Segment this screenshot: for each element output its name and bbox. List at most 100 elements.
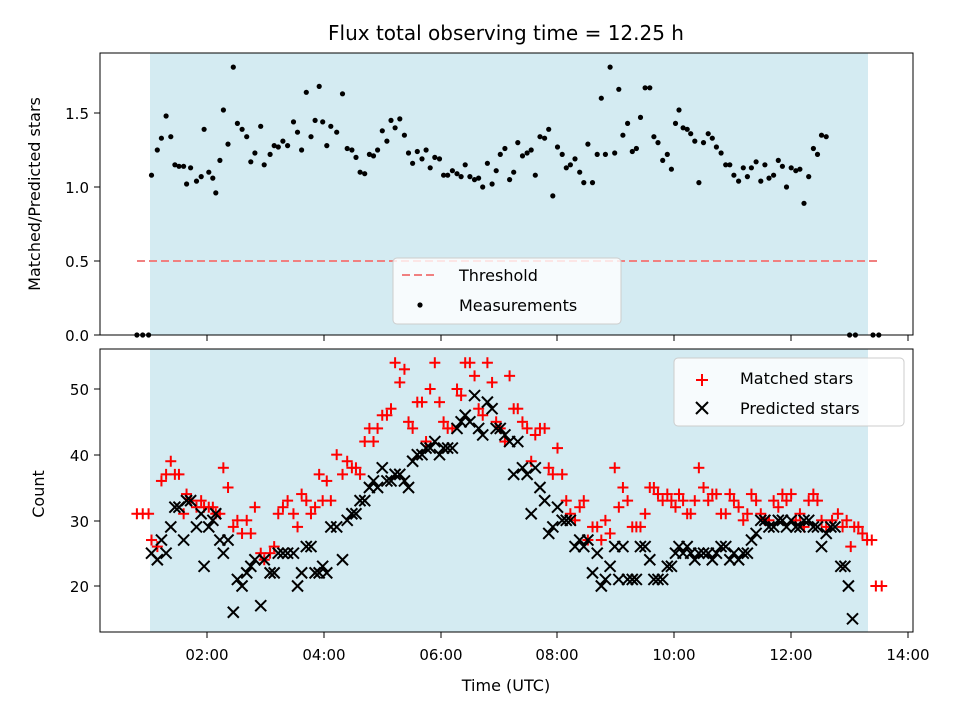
predicted-star-point bbox=[472, 422, 485, 435]
measurement-point bbox=[154, 147, 160, 153]
measurement-point bbox=[217, 157, 223, 163]
measurement-point bbox=[258, 123, 264, 129]
top-measurement-points bbox=[134, 64, 882, 338]
measurement-point bbox=[651, 134, 657, 140]
matched-star-point bbox=[837, 521, 849, 533]
measurement-point bbox=[797, 166, 803, 172]
predicted-star-point bbox=[564, 514, 577, 527]
matched-star-point bbox=[724, 488, 736, 500]
predicted-star-point bbox=[630, 573, 643, 586]
measurement-point bbox=[213, 190, 219, 196]
measurement-point bbox=[158, 135, 164, 141]
measurement-point bbox=[379, 128, 385, 134]
predicted-star-point bbox=[551, 500, 564, 514]
matched-star-point bbox=[876, 580, 888, 592]
bottom-y-ticks: 20 30 40 50 bbox=[70, 381, 100, 596]
matched-star-point bbox=[852, 521, 864, 533]
measurement-point bbox=[271, 143, 277, 149]
matched-star-point bbox=[720, 508, 732, 520]
predicted-star-point bbox=[468, 389, 481, 402]
predicted-star-point bbox=[463, 415, 477, 429]
predicted-star-point bbox=[441, 441, 454, 455]
predicted-star-point bbox=[481, 395, 494, 409]
measurement-point bbox=[168, 134, 174, 140]
matched-star-point bbox=[702, 495, 714, 507]
measurement-point bbox=[201, 126, 207, 132]
measurement-point bbox=[625, 120, 631, 126]
measurement-point bbox=[713, 144, 720, 150]
matched-star-point bbox=[155, 475, 167, 487]
predicted-star-point bbox=[411, 448, 424, 461]
bottom-y-tick-label: 20 bbox=[70, 578, 89, 596]
measurement-point bbox=[647, 85, 653, 91]
matched-star-point bbox=[372, 422, 384, 434]
measurement-point bbox=[362, 171, 368, 177]
measurement-point bbox=[467, 174, 473, 180]
predicted-star-point bbox=[295, 566, 308, 580]
matched-star-point bbox=[195, 495, 207, 507]
predicted-star-point bbox=[393, 468, 406, 481]
measurement-point bbox=[524, 150, 530, 156]
predicted-star-point bbox=[793, 520, 807, 534]
predicted-star-point bbox=[423, 441, 437, 455]
matched-star-point bbox=[710, 488, 722, 500]
matched-star-point bbox=[521, 422, 533, 434]
measurement-point bbox=[620, 132, 626, 138]
predicted-star-point bbox=[762, 520, 776, 534]
measurement-point bbox=[410, 160, 416, 166]
predicted-star-point bbox=[656, 573, 669, 586]
measurement-point bbox=[709, 135, 715, 141]
matched-star-point bbox=[609, 462, 621, 474]
predicted-star-point bbox=[560, 514, 573, 527]
measurement-point bbox=[375, 147, 381, 153]
predicted-star-point bbox=[340, 514, 354, 527]
matched-star-point bbox=[670, 501, 682, 513]
measurement-point bbox=[668, 166, 675, 172]
predicted-star-point bbox=[164, 520, 177, 534]
predicted-star-point bbox=[710, 546, 723, 560]
matched-star-point bbox=[595, 534, 607, 546]
bottom-x-ticks: 02:00 04:00 06:00 08:00 10:00 12:00 14:0… bbox=[185, 632, 930, 664]
matched-star-point bbox=[780, 495, 792, 507]
measurement-point bbox=[727, 162, 733, 168]
predicted-star-point bbox=[494, 422, 507, 435]
top-legend-box bbox=[392, 257, 622, 325]
top-legend: Threshold Measurements bbox=[392, 257, 622, 325]
predicted-star-point bbox=[489, 422, 503, 435]
predicted-star-point bbox=[706, 553, 719, 566]
measurement-point bbox=[705, 131, 711, 137]
predicted-star-point bbox=[433, 448, 446, 461]
measurement-point bbox=[172, 162, 178, 168]
measurement-point bbox=[788, 165, 794, 171]
measurement-point bbox=[423, 147, 429, 153]
measurement-point bbox=[163, 113, 169, 119]
matched-star-point bbox=[165, 455, 177, 467]
predicted-star-point bbox=[697, 546, 710, 560]
matched-star-point bbox=[385, 403, 397, 415]
matched-star-point bbox=[516, 416, 528, 428]
predicted-star-point bbox=[217, 546, 230, 560]
predicted-star-point bbox=[546, 520, 560, 534]
measurement-point bbox=[598, 95, 604, 101]
predicted-star-point bbox=[180, 494, 193, 507]
x-tick-label: 02:00 bbox=[185, 646, 228, 664]
predicted-star-point bbox=[723, 553, 737, 566]
measurement-point bbox=[493, 168, 499, 174]
predicted-star-point bbox=[802, 514, 815, 527]
measurement-point bbox=[577, 169, 583, 175]
predicted-star-point bbox=[741, 546, 754, 560]
measurement-point bbox=[384, 138, 390, 144]
matched-star-point bbox=[241, 514, 253, 526]
top-y-tick-label: 0.0 bbox=[65, 327, 89, 345]
matched-star-point bbox=[227, 521, 239, 533]
bottom-y-tick-label: 40 bbox=[70, 447, 89, 465]
measurement-point bbox=[308, 134, 314, 140]
matched-star-point bbox=[277, 501, 289, 513]
matched-star-point bbox=[634, 521, 646, 533]
matched-star-point bbox=[689, 495, 701, 507]
predicted-star-point bbox=[811, 520, 824, 534]
measurement-point bbox=[664, 151, 670, 157]
matched-star-point bbox=[845, 541, 857, 553]
matched-star-point bbox=[677, 495, 689, 507]
